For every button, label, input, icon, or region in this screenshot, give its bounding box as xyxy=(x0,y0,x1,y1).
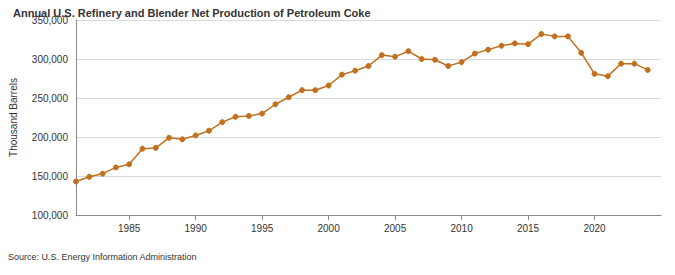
svg-text:2005: 2005 xyxy=(384,223,407,234)
svg-text:1985: 1985 xyxy=(118,223,141,234)
svg-text:Annual U.S. Refinery and Blend: Annual U.S. Refinery and Blender Net Pro… xyxy=(13,7,371,19)
svg-text:250,000: 250,000 xyxy=(32,93,69,104)
svg-text:300,000: 300,000 xyxy=(32,54,69,65)
svg-text:Thousand Barrels: Thousand Barrels xyxy=(8,78,19,157)
svg-text:100,000: 100,000 xyxy=(32,210,69,221)
svg-text:2015: 2015 xyxy=(517,223,540,234)
svg-text:Source: U.S. Energy Informatio: Source: U.S. Energy Information Administ… xyxy=(8,252,197,262)
svg-text:1995: 1995 xyxy=(251,223,274,234)
svg-text:350,000: 350,000 xyxy=(31,14,68,26)
svg-text:200,000: 200,000 xyxy=(32,132,69,143)
svg-text:2000: 2000 xyxy=(317,223,340,234)
svg-text:2010: 2010 xyxy=(450,223,473,234)
svg-text:1990: 1990 xyxy=(185,223,208,234)
svg-text:2020: 2020 xyxy=(583,223,606,234)
svg-text:150,000: 150,000 xyxy=(32,171,69,182)
